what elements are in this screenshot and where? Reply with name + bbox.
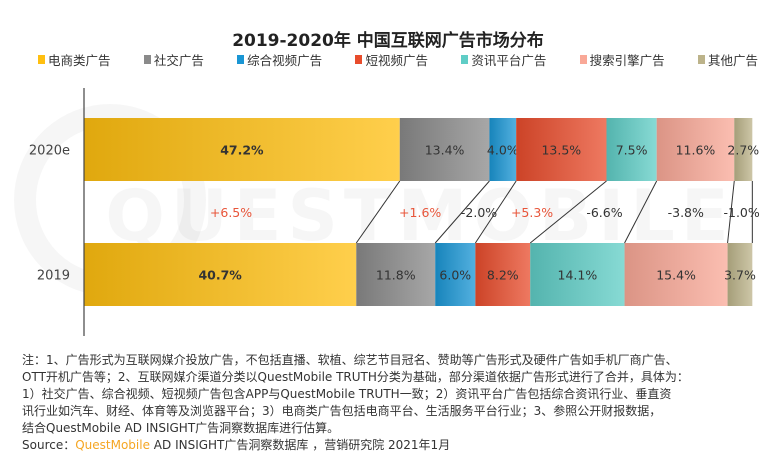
bar-segment xyxy=(656,118,735,181)
data-label: 6.0% xyxy=(439,268,471,283)
bar-segment xyxy=(530,243,625,306)
legend-label: 综合视频广告 xyxy=(247,53,323,68)
data-label: 11.6% xyxy=(676,143,716,158)
note-line: 结合QuestMobile AD INSIGHT广告洞察数据库进行估算。 xyxy=(22,421,340,435)
bar-segment xyxy=(727,243,753,306)
legend-item: 短视频广告 xyxy=(355,50,428,69)
bar-segment xyxy=(489,118,517,181)
legend-label: 搜索引擎广告 xyxy=(589,53,665,68)
data-label: 8.2% xyxy=(487,268,519,283)
change-label: -6.6% xyxy=(586,205,622,220)
source-rest: AD INSIGHT广告洞察数据库 ，营销研究院 2021年1月 xyxy=(149,438,451,452)
bar-segment xyxy=(435,243,476,306)
bar-segment xyxy=(356,243,436,306)
data-label: 13.4% xyxy=(425,143,465,158)
source-line: Source：QuestMobile AD INSIGHT广告洞察数据库 ，营销… xyxy=(22,436,450,453)
connector-line xyxy=(355,180,401,244)
bar-segment xyxy=(624,243,728,306)
bar-segment xyxy=(84,118,400,181)
bar-segment xyxy=(475,243,531,306)
legend-label: 短视频广告 xyxy=(365,53,428,68)
change-label: -3.8% xyxy=(668,205,704,220)
legend-swatch xyxy=(355,55,363,64)
legend-item: 资讯平台广告 xyxy=(461,50,546,69)
legend-item: 其他广告 xyxy=(697,50,758,69)
legend-label: 资讯平台广告 xyxy=(471,53,547,68)
note-line: OTT开机广告等；2、互联网媒介渠道分类以QuestMobile TRUTH分类… xyxy=(22,370,689,384)
connector-line xyxy=(727,180,735,244)
chart-title: 2019-2020年 中国互联网广告市场分布 xyxy=(232,31,544,51)
legend-item: 综合视频广告 xyxy=(237,50,322,69)
change-label: +5.3% xyxy=(511,205,553,220)
notes: 注：1、广告形式为互联网媒介投放广告，不包括直播、软植、综艺节目冠名、赞助等广告… xyxy=(22,352,762,437)
data-label: 11.8% xyxy=(376,268,416,283)
data-label: 3.7% xyxy=(724,268,756,283)
legend-item: 电商类广告 xyxy=(38,50,111,69)
note-line: 注：1、广告形式为互联网媒介投放广告，不包括直播、软植、综艺节目冠名、赞助等广告… xyxy=(22,353,678,367)
legend: 电商类广告 社交广告 综合视频广告 短视频广告 资讯平台广告 搜索引擎广告 其他广告 xyxy=(38,50,758,69)
legend-swatch xyxy=(38,55,45,64)
connector-line xyxy=(434,180,490,244)
category-label: 2019 xyxy=(37,269,70,284)
category-label: 2020e xyxy=(29,144,70,159)
data-label: 4.0% xyxy=(487,143,519,158)
change-label: -2.0% xyxy=(461,205,497,220)
note-line: 1）社交广告、综合视频、短视频广告包含APP与QuestMobile TRUTH… xyxy=(22,387,672,401)
data-label: 14.1% xyxy=(558,268,598,283)
legend-swatch xyxy=(579,55,587,64)
data-label: 40.7% xyxy=(198,268,242,283)
legend-swatch xyxy=(697,55,705,64)
bar-segment xyxy=(734,118,753,181)
legend-label: 社交广告 xyxy=(153,53,204,68)
legend-label: 电商类广告 xyxy=(48,53,111,68)
data-label: 15.4% xyxy=(656,268,696,283)
data-label: 13.5% xyxy=(541,143,581,158)
legend-item: 搜索引擎广告 xyxy=(579,50,665,69)
legend-label: 其他广告 xyxy=(707,53,758,68)
legend-swatch xyxy=(143,55,151,64)
source-brand: QuestMobile xyxy=(75,438,150,452)
source-prefix: Source： xyxy=(22,438,76,452)
connector-line xyxy=(624,180,658,244)
legend-swatch xyxy=(461,55,469,64)
bar-segment xyxy=(84,243,357,306)
change-label: -1.0% xyxy=(723,205,759,220)
bar-segment xyxy=(516,118,607,181)
connector-line xyxy=(474,180,517,244)
bar-segment xyxy=(399,118,490,181)
legend-item: 社交广告 xyxy=(143,50,204,69)
connector-line xyxy=(529,180,607,244)
data-label: 47.2% xyxy=(220,143,264,158)
data-label: 7.5% xyxy=(616,143,648,158)
note-line: 讯行业如汽车、财经、体育等及浏览器平台；3）电商类广告包括电商平台、生活服务平台… xyxy=(22,404,662,418)
data-label: 2.7% xyxy=(727,143,759,158)
change-label: +6.5% xyxy=(210,205,252,220)
change-label: +1.6% xyxy=(399,205,441,220)
legend-swatch xyxy=(237,55,245,64)
bar-segment xyxy=(606,118,657,181)
